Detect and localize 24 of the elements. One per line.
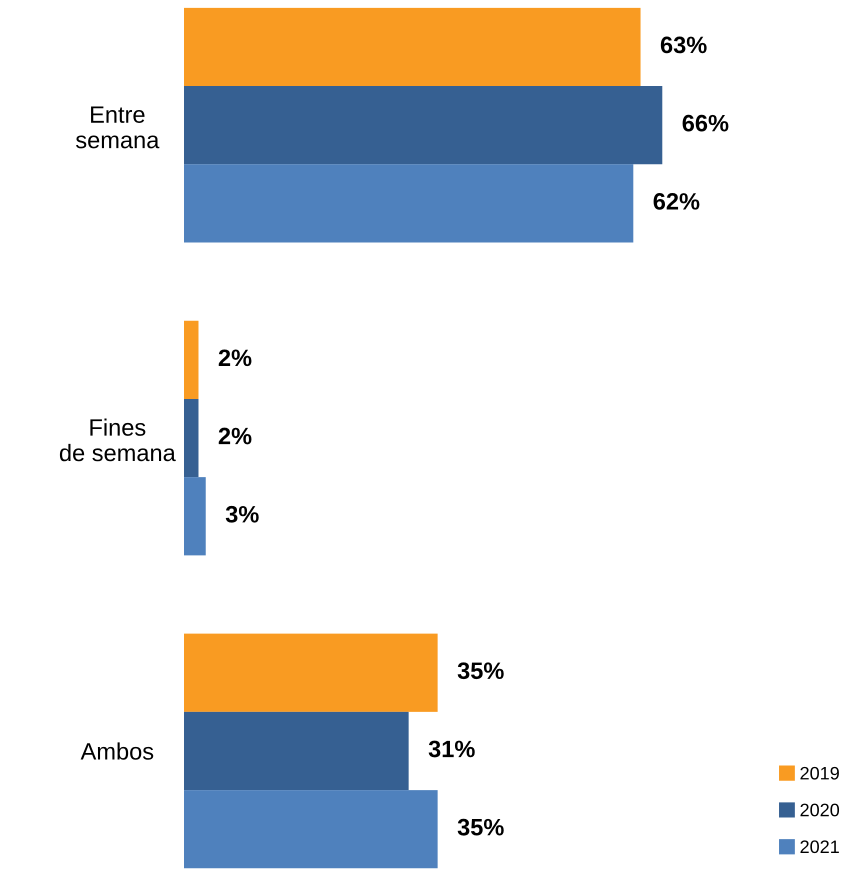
y-tick-label: Ambos [80,742,154,760]
bar [184,320,198,399]
bar [184,164,634,242]
bar [184,790,438,868]
bar [184,634,438,712]
data-label: 31% [428,740,475,758]
legend-label: 2019 [800,766,839,780]
data-label: 2% [218,349,252,366]
bar [184,8,641,86]
bar [184,398,198,478]
data-label: 62% [654,193,700,210]
y-tick-label: Entre semana [76,106,160,148]
data-label: 66% [682,114,728,132]
legend-label: 2020 [800,804,840,816]
bar [184,86,662,164]
bar [184,712,409,790]
data-label: 35% [458,818,504,836]
legend-label: 2021 [800,840,839,854]
data-label: 3% [226,506,259,523]
data-label: 63% [660,36,707,54]
data-label: 2% [218,428,252,444]
bar [184,477,206,556]
y-tick-label: Fines de semana [60,418,176,462]
data-label: 35% [458,662,504,680]
